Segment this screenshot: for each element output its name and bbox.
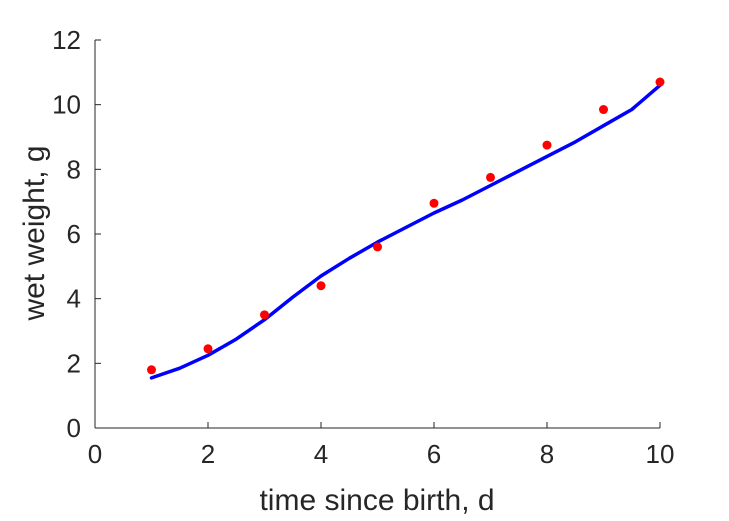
fit-curve	[149, 83, 662, 380]
x-tick-label: 6	[427, 439, 441, 469]
data-point	[542, 140, 552, 150]
y-axis-label: wet weight, g	[18, 145, 51, 321]
y-tick-label: 2	[67, 348, 81, 378]
data-point	[486, 172, 495, 182]
data-point	[147, 365, 156, 375]
axes: 0 2 4 6 8 10 0 2 4 6 8 10 12	[52, 25, 674, 469]
data-point	[316, 281, 326, 291]
x-tick-label: 8	[540, 439, 554, 469]
y-tick-label: 6	[67, 219, 81, 249]
y-tick-label: 8	[67, 154, 81, 184]
data-point	[429, 198, 439, 208]
x-tick-label: 0	[88, 439, 102, 469]
data-point	[599, 105, 608, 115]
y-tick-label: 4	[67, 284, 81, 314]
data-point	[655, 77, 665, 87]
data-point	[203, 344, 213, 354]
x-tick-label: 10	[646, 439, 675, 469]
data-point	[260, 310, 269, 320]
y-tick-label: 10	[52, 90, 81, 120]
plot-area	[147, 77, 665, 380]
y-tick-label: 12	[52, 25, 81, 55]
x-axis-label: time since birth, d	[259, 484, 494, 517]
x-tick-label: 4	[314, 439, 328, 469]
x-tick-label: 2	[201, 439, 215, 469]
data-point	[373, 242, 382, 252]
y-tick-label: 0	[67, 413, 81, 443]
